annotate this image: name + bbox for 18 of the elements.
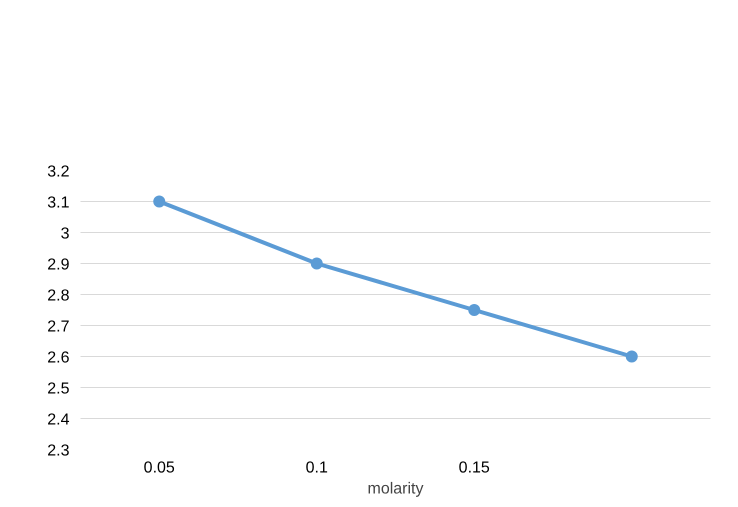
x-tick-label: 0.05 [144,460,175,476]
point [310,258,323,270]
y-tick-label: 2.4 [47,412,70,428]
x-tick-label: 0.1 [306,460,328,476]
x-tick-label: 0.15 [458,460,490,476]
y-tick-label: 2.9 [47,256,70,274]
y-tick-label: 2.6 [47,350,70,366]
y-tick-label: 2.8 [47,288,70,304]
point [468,304,480,316]
x-axis-title: molarity [367,480,424,498]
y-tick-label: 2.5 [47,380,70,398]
y-tick-label: 2.3 [47,442,70,460]
y-tick-label: 3.2 [47,164,70,180]
y-tick-label: 3.1 [47,194,70,212]
y-tick-label: 2.7 [47,318,70,336]
point [153,196,166,208]
y-tick-label: 3 [60,226,70,242]
point [626,350,638,362]
